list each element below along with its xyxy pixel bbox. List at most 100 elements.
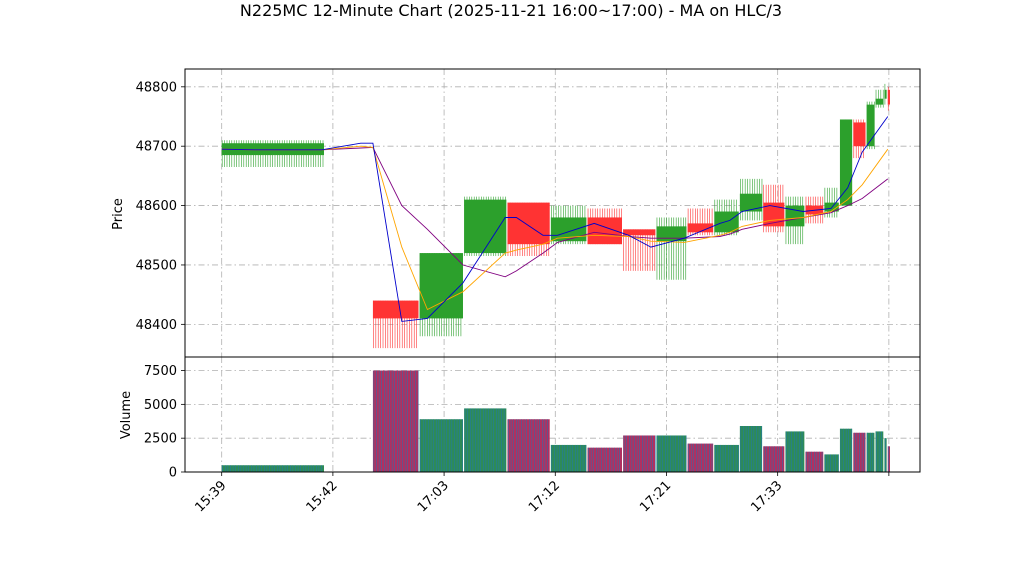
volume-tick-label: 2500	[144, 432, 177, 447]
candle-body	[623, 229, 656, 236]
candle-body	[419, 253, 463, 319]
price-axis-label: Price	[111, 198, 126, 230]
volume-bar-fill	[824, 454, 839, 472]
volume-bar-fill	[763, 446, 785, 472]
candle-body	[464, 199, 507, 254]
candle-body	[875, 98, 884, 105]
volume-bar	[884, 438, 887, 472]
volume-tick-label: 7500	[144, 364, 177, 379]
volume-bar	[763, 446, 785, 472]
down-candle	[507, 202, 550, 257]
price-bars	[221, 83, 890, 349]
candle-body	[656, 226, 687, 242]
x-tick-label: 17:33	[748, 478, 785, 515]
volume-bar	[623, 435, 656, 472]
volume-bar-fill	[623, 435, 656, 472]
volume-bar	[221, 465, 324, 472]
volume-axis-label: Volume	[119, 391, 134, 439]
volume-bar-fill	[866, 432, 875, 472]
volume-bar	[419, 419, 463, 472]
down-candle	[372, 300, 419, 349]
up-candle	[419, 253, 463, 337]
ma-short-line	[221, 116, 889, 322]
candle-body	[687, 223, 714, 233]
volume-bars	[221, 370, 890, 472]
moving-average-lines	[221, 116, 889, 322]
x-tick-label: 15:39	[192, 478, 229, 515]
x-tick-label: 15:42	[304, 478, 341, 515]
candle-body	[839, 119, 853, 206]
volume-bar	[805, 451, 824, 472]
candle-body	[739, 193, 763, 212]
up-candle	[464, 196, 507, 257]
volume-y-axis: 0 2500 5000 7500	[144, 364, 185, 481]
volume-bar-fill	[464, 408, 507, 472]
up-candle	[824, 187, 839, 218]
volume-bar	[464, 408, 507, 472]
x-tick-label: 17:21	[637, 478, 674, 515]
volume-bar	[785, 431, 805, 472]
candle-body	[887, 89, 890, 105]
price-y-axis: 48400 48500 48600 48700 48800	[136, 80, 185, 333]
candle-body	[884, 89, 887, 99]
volume-tick-label: 5000	[144, 398, 177, 413]
volume-bar	[714, 444, 739, 472]
volume-bar-fill	[687, 443, 714, 472]
volume-bar	[587, 447, 622, 472]
volume-tick-label: 0	[169, 466, 177, 481]
volume-bar-fill	[221, 465, 324, 472]
volume-bar-fill	[714, 444, 739, 472]
up-candle	[714, 199, 739, 236]
volume-bar	[687, 443, 714, 472]
candle-body	[550, 217, 587, 242]
ma-mid-line	[221, 145, 889, 311]
down-candle	[887, 86, 890, 111]
up-candle	[884, 83, 887, 105]
candle-body	[853, 122, 866, 147]
up-candle	[656, 217, 687, 280]
volume-bar	[875, 431, 884, 472]
volume-bar-fill	[739, 426, 763, 472]
volume-bar-fill	[550, 444, 587, 472]
volume-bar-fill	[875, 431, 884, 472]
volume-panel-frame	[184, 356, 921, 473]
up-candle	[221, 140, 324, 167]
volume-bar	[739, 426, 763, 472]
volume-bar	[550, 444, 587, 472]
down-candle	[587, 208, 622, 245]
price-tick-label: 48700	[136, 140, 177, 155]
down-candle	[623, 229, 656, 271]
volume-bar-fill	[372, 370, 419, 472]
up-candle	[739, 178, 763, 221]
candle-body	[714, 211, 739, 233]
volume-bar	[866, 432, 875, 472]
volume-bar	[824, 454, 839, 472]
down-candle	[763, 184, 785, 233]
x-tick-label: 17:12	[526, 478, 563, 515]
volume-bar	[507, 419, 550, 472]
candle-body	[372, 300, 419, 319]
chart-title: N225MC 12-Minute Chart (2025-11-21 16:00…	[240, 1, 782, 20]
volume-bar	[372, 370, 419, 472]
volume-bar-fill	[785, 431, 805, 472]
x-tick-label: 17:03	[415, 478, 452, 515]
volume-bar	[839, 428, 853, 472]
up-candle	[839, 119, 853, 206]
price-tick-label: 48600	[136, 199, 177, 214]
candle-body	[507, 202, 550, 245]
volume-bar-fill	[587, 447, 622, 472]
volume-bar	[656, 435, 687, 472]
down-candle	[687, 208, 714, 236]
down-candle	[853, 119, 866, 159]
candle-body	[866, 104, 875, 147]
x-axis: 15:39 15:42 17:03 17:12 17:21 17:33	[192, 472, 890, 515]
volume-bar-fill	[507, 419, 550, 472]
price-tick-label: 48400	[136, 318, 177, 333]
price-tick-label: 48800	[136, 80, 177, 95]
volume-bar	[887, 446, 890, 472]
candle-body	[221, 143, 324, 156]
up-candle	[866, 101, 875, 150]
volume-bar	[853, 432, 866, 472]
price-tick-label: 48500	[136, 258, 177, 273]
